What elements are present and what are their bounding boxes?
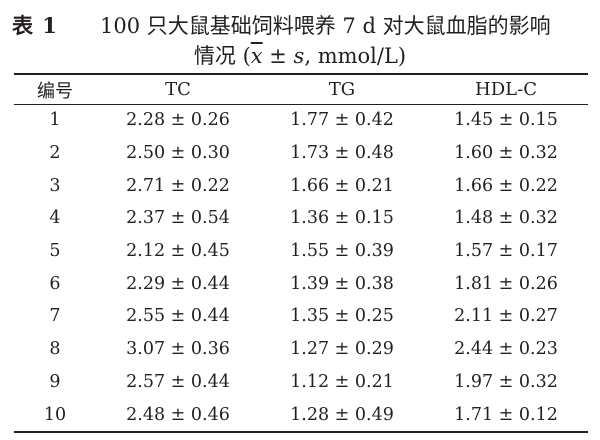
- cell-id: 8: [49, 339, 61, 360]
- header-tc: TC: [165, 79, 191, 100]
- cell-id: 4: [49, 208, 61, 229]
- cell-hdl-c: 2.44 ± 0.23: [454, 339, 558, 360]
- table-bottom-rule: [14, 431, 588, 433]
- subtitle-stat-symbol: ± s: [262, 44, 305, 68]
- cell-id: 3: [49, 175, 61, 196]
- cell-tg: 1.77 ± 0.42: [290, 110, 394, 131]
- cell-tc: 2.37 ± 0.54: [126, 208, 230, 229]
- cell-tc: 2.28 ± 0.26: [126, 110, 230, 131]
- cell-tc: 3.07 ± 0.36: [126, 339, 230, 360]
- cell-tg: 1.12 ± 0.21: [290, 371, 394, 392]
- cell-tg: 1.73 ± 0.48: [290, 143, 394, 164]
- cell-id: 2: [49, 143, 61, 164]
- cell-hdl-c: 1.60 ± 0.32: [454, 143, 558, 164]
- cell-tg: 1.39 ± 0.38: [290, 273, 394, 294]
- cell-id: 10: [43, 404, 67, 425]
- cell-tc: 2.71 ± 0.22: [126, 175, 230, 196]
- cell-tg: 1.66 ± 0.21: [290, 175, 394, 196]
- header-tg: TG: [328, 79, 356, 100]
- cell-id: 1: [49, 110, 61, 131]
- cell-hdl-c: 1.66 ± 0.22: [454, 175, 558, 196]
- cell-tg: 1.28 ± 0.49: [290, 404, 394, 425]
- table-row: 6 2.29 ± 0.44 1.39 ± 0.38 1.81 ± 0.26: [14, 267, 588, 300]
- cell-tc: 2.48 ± 0.46: [126, 404, 230, 425]
- table-title: 100 只大鼠基础饲料喂养 7 d 对大鼠血脂的影响: [100, 14, 551, 38]
- data-table: 编号 TC TG HDL-C 1 2.28 ± 0.26 1.77 ± 0.42…: [14, 75, 588, 431]
- cell-id: 9: [49, 371, 61, 392]
- cell-tg: 1.27 ± 0.29: [290, 339, 394, 360]
- cell-id: 5: [49, 241, 61, 262]
- cell-tc: 2.12 ± 0.45: [126, 241, 230, 262]
- table-row: 9 2.57 ± 0.44 1.12 ± 0.21 1.97 ± 0.32: [14, 366, 588, 399]
- table-header-rule: [14, 104, 588, 105]
- header-row: 编号 TC TG HDL-C: [14, 75, 588, 104]
- header-hdl-c: HDL-C: [475, 79, 537, 100]
- cell-hdl-c: 1.71 ± 0.12: [454, 404, 558, 425]
- cell-id: 7: [49, 306, 61, 327]
- table-row: 1 2.28 ± 0.26 1.77 ± 0.42 1.45 ± 0.15: [14, 104, 588, 137]
- table-subtitle: 情况 (x ± s, mmol/L): [0, 40, 600, 70]
- cell-tg: 1.55 ± 0.39: [290, 241, 394, 262]
- table-row: 8 3.07 ± 0.36 1.27 ± 0.29 2.44 ± 0.23: [14, 333, 588, 366]
- cell-hdl-c: 1.81 ± 0.26: [454, 273, 558, 294]
- cell-id: 6: [49, 273, 61, 294]
- cell-tc: 2.57 ± 0.44: [126, 371, 230, 392]
- table-row: 3 2.71 ± 0.22 1.66 ± 0.21 1.66 ± 0.22: [14, 169, 588, 202]
- cell-tg: 1.36 ± 0.15: [290, 208, 394, 229]
- cell-hdl-c: 1.48 ± 0.32: [454, 208, 558, 229]
- table-number-label: 表 1: [12, 13, 58, 38]
- header-id: 编号: [37, 80, 73, 102]
- cell-hdl-c: 2.11 ± 0.27: [454, 306, 558, 327]
- cell-tc: 2.55 ± 0.44: [126, 306, 230, 327]
- subtitle-unit: , mmol/L): [304, 44, 407, 68]
- cell-tc: 2.29 ± 0.44: [126, 273, 230, 294]
- table-row: 10 2.48 ± 0.46 1.28 ± 0.49 1.71 ± 0.12: [14, 398, 588, 431]
- cell-hdl-c: 1.57 ± 0.17: [454, 241, 558, 262]
- subtitle-prefix: 情况 (: [193, 44, 251, 68]
- cell-tg: 1.35 ± 0.25: [290, 306, 394, 327]
- subtitle-mean-symbol: x: [250, 44, 263, 68]
- table-row: 5 2.12 ± 0.45 1.55 ± 0.39 1.57 ± 0.17: [14, 235, 588, 268]
- cell-tc: 2.50 ± 0.30: [126, 143, 230, 164]
- cell-hdl-c: 1.45 ± 0.15: [454, 110, 558, 131]
- caption-line-1: 表 1 100 只大鼠基础饲料喂养 7 d 对大鼠血脂的影响: [0, 8, 600, 38]
- table-row: 4 2.37 ± 0.54 1.36 ± 0.15 1.48 ± 0.32: [14, 202, 588, 235]
- table-row: 2 2.50 ± 0.30 1.73 ± 0.48 1.60 ± 0.32: [14, 137, 588, 170]
- table-row: 7 2.55 ± 0.44 1.35 ± 0.25 2.11 ± 0.27: [14, 300, 588, 333]
- table-top-rule: [14, 73, 588, 75]
- cell-hdl-c: 1.97 ± 0.32: [454, 371, 558, 392]
